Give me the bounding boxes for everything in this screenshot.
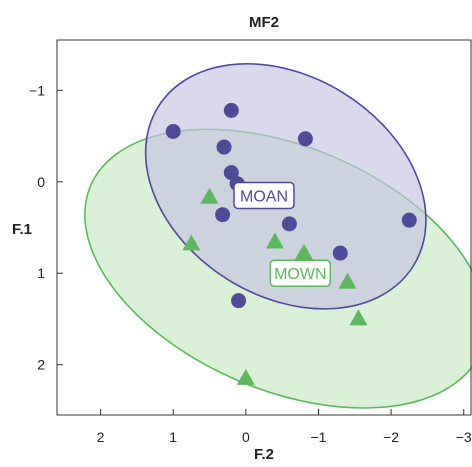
data-point-moan-10 bbox=[231, 293, 247, 309]
data-point-mown-3 bbox=[294, 243, 313, 260]
label-layer: MOAN MOWN bbox=[233, 181, 332, 287]
data-point-mown-5 bbox=[349, 309, 368, 326]
chart-title: MF2 bbox=[249, 14, 279, 31]
group-label-box-mown bbox=[269, 259, 332, 287]
data-point-mown-2 bbox=[265, 232, 284, 249]
data-point-mown-4 bbox=[338, 272, 357, 289]
data-point-moan-3 bbox=[216, 139, 232, 155]
y-axis-title: F.1 bbox=[12, 221, 32, 238]
x-tick-label: 2 bbox=[97, 429, 105, 445]
data-point-mown-1 bbox=[182, 234, 201, 251]
data-point-moan-6 bbox=[215, 207, 231, 223]
ellipse-layer bbox=[84, 63, 472, 409]
point-layer bbox=[165, 102, 417, 385]
y-tick-label: −1 bbox=[29, 82, 45, 98]
y-tick-label: 0 bbox=[37, 174, 45, 190]
group-label-moan: MOAN bbox=[233, 181, 295, 210]
data-point-moan-8 bbox=[332, 245, 348, 261]
data-point-moan-0 bbox=[165, 123, 181, 139]
data-point-moan-1 bbox=[223, 102, 239, 118]
plot-frame bbox=[56, 39, 472, 416]
data-point-moan-4 bbox=[223, 165, 239, 181]
y-axis-ticks: −1 0 1 2 bbox=[29, 82, 63, 373]
x-tick-label: −2 bbox=[383, 429, 399, 445]
x-tick-label: 1 bbox=[169, 429, 177, 445]
x-axis-title: F.2 bbox=[254, 446, 274, 463]
group-label-mown: MOWN bbox=[269, 259, 332, 287]
x-tick-label: −1 bbox=[310, 429, 326, 445]
y-tick-label: 2 bbox=[37, 357, 45, 373]
group-label-box-moan bbox=[233, 181, 295, 210]
y-tick-label: 1 bbox=[37, 265, 45, 281]
data-point-moan-2 bbox=[297, 131, 313, 147]
data-point-mown-0 bbox=[200, 187, 219, 204]
x-axis-ticks: 2 1 0 −1 −2 −3 bbox=[97, 409, 472, 445]
x-tick-label: −3 bbox=[456, 429, 472, 445]
group-label-text-mown: MOWN bbox=[274, 266, 326, 283]
x-tick-label: 0 bbox=[242, 429, 250, 445]
data-point-mown-6 bbox=[236, 368, 255, 385]
data-point-moan-9 bbox=[401, 212, 417, 228]
data-point-moan-7 bbox=[281, 216, 297, 232]
group-label-text-moan: MOAN bbox=[240, 188, 288, 205]
